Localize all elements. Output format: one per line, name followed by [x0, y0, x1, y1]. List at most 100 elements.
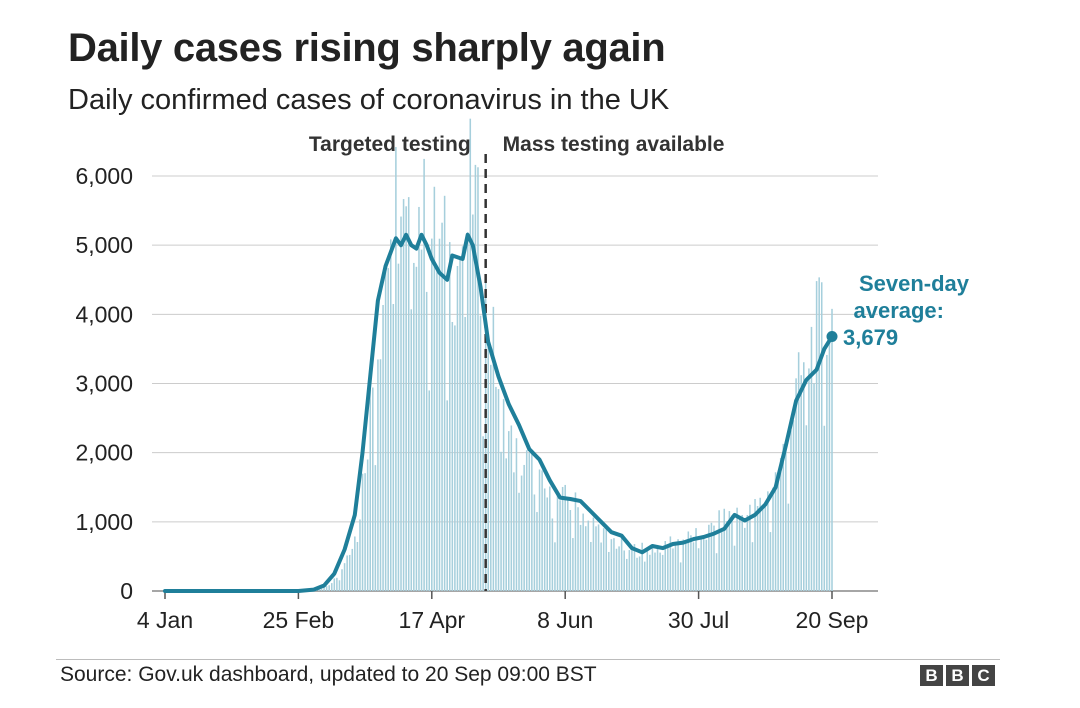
- bar-daily-cases: [395, 147, 397, 591]
- bar-daily-cases: [366, 459, 369, 591]
- source-note: Source: Gov.uk dashboard, updated to 20 …: [60, 663, 597, 686]
- bar-daily-cases: [795, 378, 797, 591]
- bar-daily-cases: [420, 249, 423, 591]
- bar-daily-cases: [718, 510, 720, 591]
- bar-daily-cases: [595, 526, 597, 591]
- x-tick-label: 17 Apr: [399, 607, 466, 633]
- bar-daily-cases: [731, 515, 733, 591]
- bar-daily-cases: [615, 548, 618, 591]
- bar-daily-cases: [472, 214, 474, 591]
- bar-daily-cases: [749, 504, 751, 591]
- bar-daily-cases: [659, 552, 661, 591]
- bar-daily-cases: [341, 569, 343, 591]
- bar-daily-cases: [813, 383, 815, 591]
- bar-daily-cases: [782, 443, 785, 591]
- bar-daily-cases: [818, 277, 820, 591]
- bar-daily-cases: [448, 242, 451, 591]
- bar-daily-cases: [528, 453, 531, 591]
- bar-daily-cases: [620, 537, 623, 591]
- bar-daily-cases: [518, 492, 520, 591]
- bar-daily-cases: [628, 550, 631, 591]
- bar-daily-cases: [764, 506, 767, 591]
- y-tick-label: 6,000: [75, 163, 133, 189]
- bar-daily-cases: [356, 542, 359, 591]
- bar-daily-cases: [605, 527, 608, 591]
- bar-daily-cases: [423, 158, 425, 591]
- footer-divider: [56, 659, 1000, 660]
- bar-daily-cases: [533, 494, 536, 591]
- bar-daily-cases: [733, 545, 736, 591]
- bar-daily-cases: [492, 306, 495, 591]
- bar-daily-cases: [336, 577, 338, 591]
- bar-daily-cases: [564, 484, 566, 591]
- bar-daily-cases: [736, 507, 738, 591]
- bar-daily-cases: [597, 524, 600, 591]
- bar-daily-cases: [513, 472, 515, 591]
- bar-daily-cases: [510, 425, 513, 591]
- bar-daily-cases: [828, 339, 831, 591]
- annotation-average: average:: [853, 298, 944, 323]
- bar-daily-cases: [320, 588, 323, 591]
- latest-value-dot: [826, 331, 838, 343]
- bar-daily-cases: [672, 548, 674, 591]
- bar-daily-cases: [654, 552, 656, 591]
- bar-daily-cases: [677, 539, 679, 591]
- bar-daily-cases: [815, 281, 818, 591]
- bar-daily-cases: [456, 265, 459, 591]
- bar-daily-cases: [738, 515, 741, 591]
- bar-daily-cases: [579, 524, 582, 591]
- bar-daily-cases: [507, 431, 510, 591]
- bar-daily-cases: [767, 491, 769, 591]
- bar-daily-cases: [531, 453, 533, 591]
- bar-daily-cases: [413, 262, 415, 591]
- bar-daily-cases: [720, 532, 723, 591]
- bar-daily-cases: [379, 359, 382, 591]
- bar-daily-cases: [803, 362, 805, 591]
- annotation-value: 3,679: [843, 325, 898, 350]
- y-tick-label: 2,000: [75, 440, 133, 466]
- bar-daily-cases: [792, 420, 795, 591]
- bar-daily-cases: [679, 562, 682, 591]
- bar-daily-cases: [820, 282, 823, 591]
- bar-daily-cases: [418, 206, 420, 592]
- bar-daily-cases: [343, 563, 346, 591]
- bar-daily-cases: [525, 450, 528, 591]
- bar-daily-cases: [461, 246, 464, 591]
- bar-daily-cases: [433, 186, 436, 591]
- bar-daily-cases: [392, 304, 395, 591]
- x-tick-label: 30 Jul: [668, 607, 729, 633]
- bar-daily-cases: [759, 497, 761, 591]
- bar-daily-cases: [779, 458, 782, 591]
- bar-daily-cases: [787, 503, 790, 591]
- bar-daily-cases: [649, 554, 651, 591]
- bar-daily-cases: [477, 167, 479, 592]
- bar-daily-cases: [728, 511, 731, 591]
- bar-daily-cases: [554, 542, 556, 591]
- bar-daily-cases: [641, 542, 643, 591]
- bar-daily-cases: [582, 513, 584, 591]
- x-tick-label: 20 Sep: [796, 607, 869, 633]
- bar-daily-cases: [323, 585, 325, 591]
- bar-daily-cases: [490, 364, 492, 591]
- annotation-seven-day: Seven-day: [859, 271, 970, 296]
- bar-daily-cases: [744, 527, 746, 591]
- bar-daily-cases: [761, 506, 764, 591]
- bar-daily-cases: [479, 315, 482, 591]
- y-tick-label: 3,000: [75, 371, 133, 397]
- bar-daily-cases: [664, 541, 667, 591]
- x-tick-label: 25 Feb: [263, 607, 335, 633]
- targeted-testing-label: Targeted testing: [309, 133, 471, 156]
- bar-daily-cases: [697, 548, 700, 591]
- bar-daily-cases: [618, 546, 620, 591]
- bar-daily-cases: [520, 475, 523, 591]
- bar-daily-cases: [464, 316, 466, 591]
- bar-daily-cases: [808, 368, 810, 591]
- bar-daily-cases: [692, 542, 695, 591]
- bar-daily-cases: [674, 541, 677, 591]
- bar-daily-cases: [431, 238, 433, 591]
- bar-daily-cases: [436, 266, 438, 591]
- bar-daily-cases: [330, 583, 333, 591]
- bar-daily-cases: [466, 232, 469, 591]
- bar-daily-cases: [643, 561, 646, 591]
